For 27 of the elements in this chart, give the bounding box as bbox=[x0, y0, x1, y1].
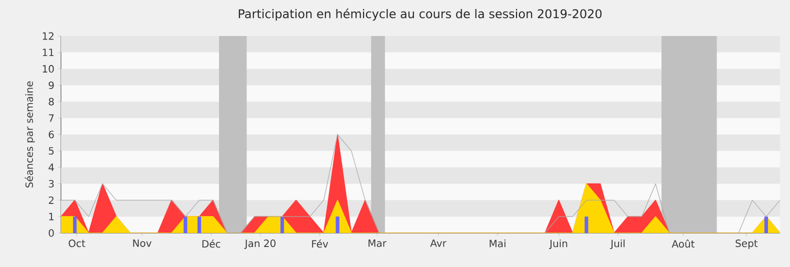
x-tick-label: Mai bbox=[490, 240, 506, 248]
y-tick-label: 7 bbox=[48, 114, 54, 122]
y-tick-label: 0 bbox=[48, 229, 54, 237]
y-tick-label: 2 bbox=[48, 196, 54, 204]
x-tick-label: Nov bbox=[133, 240, 152, 247]
x-tick-label: Juil bbox=[610, 240, 625, 250]
x-tick-label: Sept bbox=[736, 240, 758, 250]
x-tick-label: Avr bbox=[430, 240, 446, 247]
x-tick-label: Juin bbox=[549, 240, 568, 250]
x-tick-label: Fév bbox=[312, 240, 328, 248]
y-tick-label: 12 bbox=[42, 32, 54, 40]
y-tick-label: 3 bbox=[48, 180, 54, 188]
x-tick-label: Oct bbox=[68, 240, 86, 248]
y-tick-label: 1 bbox=[49, 212, 54, 220]
x-tick-label: Déc bbox=[202, 240, 220, 248]
x-tick-label: Mar bbox=[368, 240, 386, 247]
y-tick-label: 8 bbox=[48, 98, 54, 106]
y-tick-label: 10 bbox=[42, 65, 54, 73]
y-tick-label: 4 bbox=[48, 164, 54, 171]
y-tick-label: 5 bbox=[48, 147, 54, 155]
x-tick-label: Août bbox=[672, 240, 695, 248]
x-tick-label: Jan 20 bbox=[244, 240, 276, 249]
y-tick-label: 9 bbox=[48, 81, 54, 90]
y-tick-label: 11 bbox=[42, 48, 54, 56]
y-axis-title: Séances par semaine bbox=[24, 81, 35, 188]
chart-title: Participation en hémicycle au cours de la session 2019-2020 bbox=[238, 8, 602, 21]
y-tick-label: 6 bbox=[48, 130, 54, 138]
